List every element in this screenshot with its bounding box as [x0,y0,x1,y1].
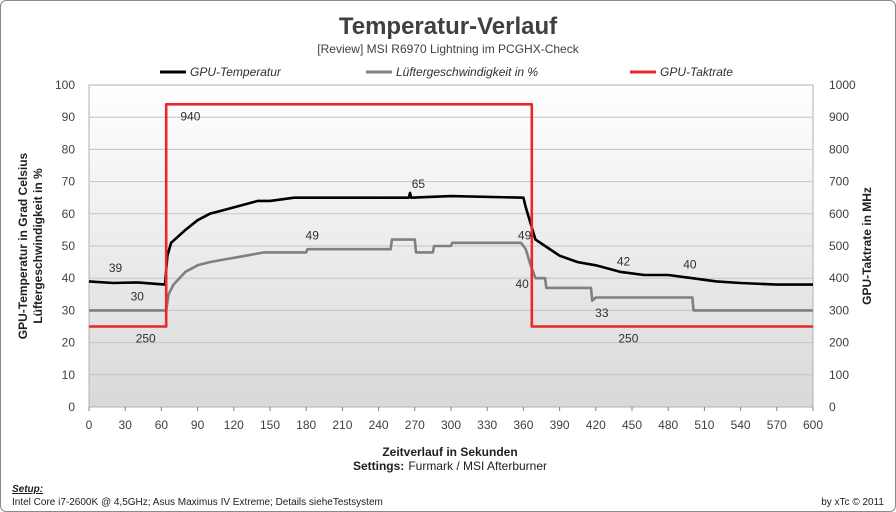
data-label: 940 [180,109,200,123]
data-label: 65 [412,177,426,191]
data-label: 250 [618,332,638,346]
data-labels: 39 30 250 940 49 65 49 40 33 42 40 250 [109,109,697,345]
x-tick-label: 180 [296,418,316,432]
y-left-tick-label: 90 [62,110,76,124]
data-label: 49 [306,229,320,243]
y-right-tick-label: 900 [829,110,849,124]
y-right-tick-label: 300 [829,303,849,317]
x-tick-label: 450 [622,418,642,432]
y-axis-left-title-line2: Lüftergeschwindigkeit in % [31,168,45,324]
y-left-tick-label: 70 [62,175,76,189]
data-label: 250 [136,332,156,346]
data-label: 39 [109,261,123,275]
x-tick-label: 390 [550,418,570,432]
y-left-tick-label: 60 [62,207,76,221]
y-left-tick-label: 30 [62,303,76,317]
setup-label: Setup: [12,484,43,495]
x-tick-label: 540 [731,418,751,432]
series-line-gpu-clock [89,103,813,328]
y-left-tick-label: 20 [62,336,76,350]
y-axis-right-title: GPU-Taktrate in MHz [860,187,874,305]
y-axis-left-title-line1: GPU-Temperatur in Grad Celsius [16,152,30,339]
credit-text: by xTc © 2011 [821,497,884,508]
setup-text: Intel Core i7-2600K @ 4,5GHz; Asus Maxim… [12,497,383,508]
legend-label: GPU-Temperatur [190,65,282,79]
y-right-tick-label: 400 [829,271,849,285]
x-axis-title: Zeitverlauf in Sekunden [382,445,517,459]
series-line-fan-speed [89,238,813,312]
settings-label: Settings: [353,459,404,473]
x-tick-label: 210 [332,418,352,432]
y-left-tick-label: 0 [68,400,75,414]
series-lines [88,103,813,328]
chart-subtitle: [Review] MSI R6970 Lightning im PCGHX-Ch… [317,42,579,56]
x-tick-label: 510 [694,418,714,432]
settings-line: Settings: Furmark / MSI Afterburner [353,459,547,473]
data-label: 40 [683,258,697,272]
data-label: 33 [595,306,609,320]
x-tick-label: 60 [155,418,169,432]
x-tick-label: 330 [477,418,497,432]
y-right-tick-label: 200 [829,336,849,350]
gridlines [89,116,813,376]
y-right-tick-label: 500 [829,239,849,253]
settings-value: Furmark / MSI Afterburner [408,459,547,473]
legend-label: GPU-Taktrate [660,65,733,79]
x-tick-label: 120 [224,418,244,432]
axis-ticks: 0102030405060708090100010020030040050060… [55,78,856,432]
y-right-tick-label: 800 [829,142,849,156]
y-right-tick-label: 100 [829,368,849,382]
data-label: 42 [617,254,631,268]
x-tick-label: 300 [441,418,461,432]
legend-label: Lüftergeschwindigkeit in % [396,65,538,79]
y-left-tick-label: 10 [62,368,76,382]
y-right-tick-label: 0 [829,400,836,414]
legend: GPU-Temperatur Lüftergeschwindigkeit in %… [160,65,733,79]
y-right-tick-label: 600 [829,207,849,221]
y-right-tick-label: 700 [829,175,849,189]
y-left-tick-label: 40 [62,271,76,285]
x-tick-label: 240 [369,418,389,432]
x-tick-label: 90 [191,418,205,432]
series-line-gpu-temperature [88,191,813,286]
x-tick-label: 150 [260,418,280,432]
x-tick-label: 570 [767,418,787,432]
x-tick-label: 420 [586,418,606,432]
y-right-tick-label: 1000 [829,78,856,92]
data-label: 49 [518,229,532,243]
data-label: 30 [131,290,145,304]
x-tick-label: 0 [86,418,93,432]
data-label: 40 [516,277,530,291]
x-tick-label: 360 [513,418,533,432]
y-left-tick-label: 80 [62,142,76,156]
x-tick-label: 600 [803,418,823,432]
y-left-tick-label: 100 [55,78,75,92]
x-tick-label: 480 [658,418,678,432]
y-left-tick-label: 50 [62,239,76,253]
x-tick-label: 30 [119,418,133,432]
chart-title: Temperatur-Verlauf [339,13,558,40]
x-tick-label: 270 [405,418,425,432]
